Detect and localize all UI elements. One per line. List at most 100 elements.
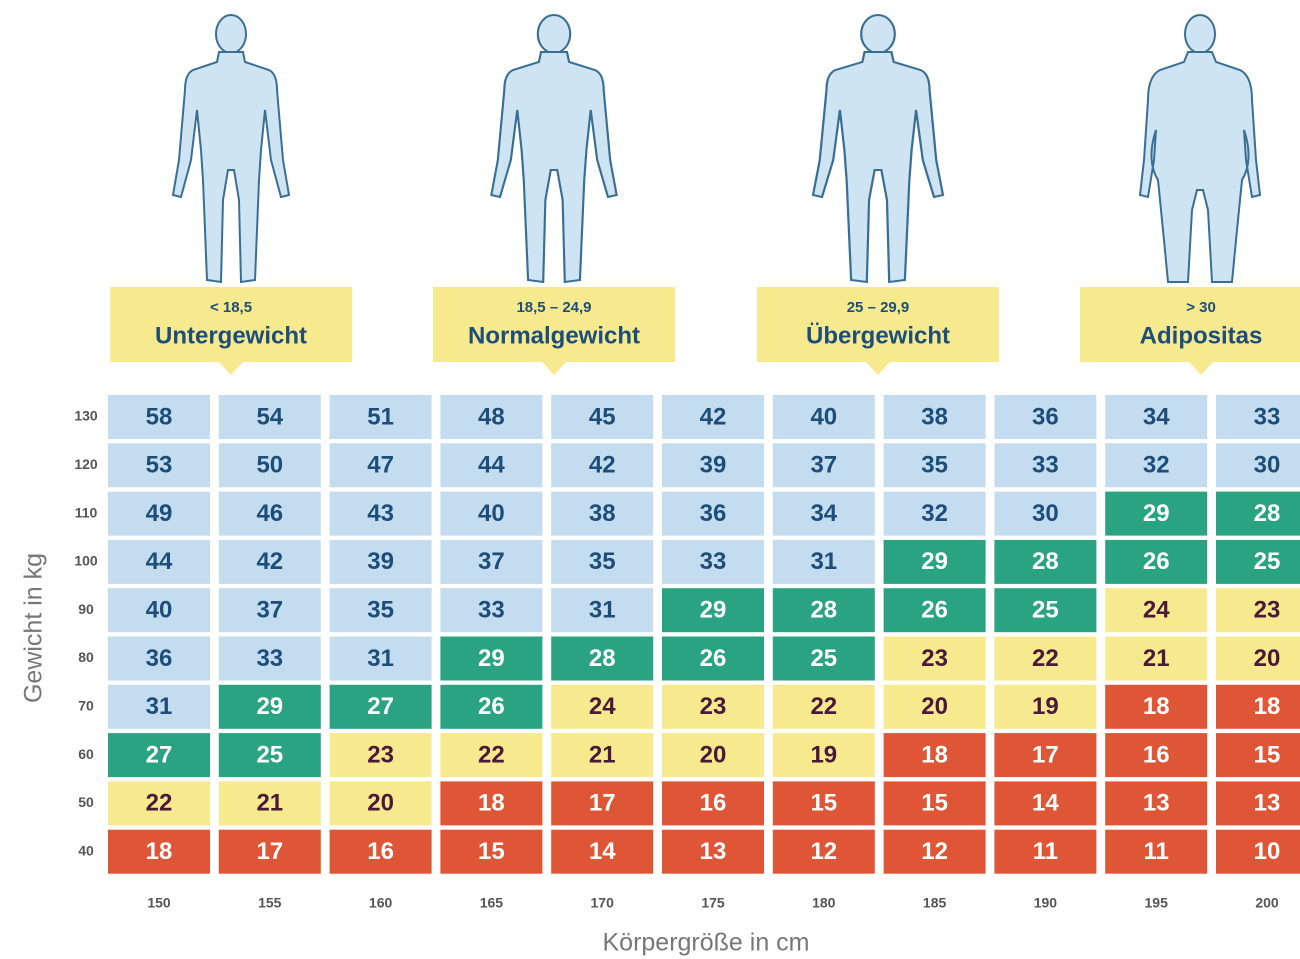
- cell-value: 31: [810, 548, 837, 575]
- cell: [329, 395, 432, 439]
- cell: [218, 636, 321, 681]
- cell-value: 17: [589, 790, 616, 817]
- cell: [108, 829, 210, 874]
- class-range: > 30: [1186, 299, 1216, 316]
- cell-value: 21: [589, 741, 616, 768]
- cell-value: 32: [1143, 452, 1170, 479]
- cell-value: 42: [700, 403, 727, 430]
- cell: [551, 395, 654, 439]
- cell-value: 23: [1254, 597, 1281, 624]
- column-label: 150: [147, 895, 171, 911]
- cell: [440, 829, 543, 874]
- cell-value: 33: [1254, 403, 1281, 430]
- cell-value: 21: [256, 790, 283, 817]
- cell: [108, 539, 210, 584]
- row-label: 60: [78, 746, 94, 762]
- cell: [1216, 539, 1300, 584]
- cell: [1105, 443, 1208, 488]
- y-axis-title: Gewicht in kg: [20, 553, 48, 703]
- class-label: Übergewicht: [806, 322, 950, 349]
- cell: [662, 395, 764, 439]
- cell: [994, 829, 1097, 874]
- cell-value: 44: [146, 548, 173, 575]
- cell: [994, 539, 1097, 584]
- cell: [108, 684, 210, 729]
- cell-value: 36: [146, 645, 173, 672]
- cell-value: 17: [256, 838, 283, 865]
- cell-value: 38: [589, 500, 616, 527]
- cell-value: 30: [1254, 452, 1281, 479]
- cell-value: 39: [700, 452, 727, 479]
- cell-value: 11: [1144, 838, 1169, 865]
- cell: [108, 781, 210, 826]
- cell: [662, 733, 764, 778]
- cell-value: 26: [1143, 548, 1170, 575]
- cell: [994, 684, 1097, 729]
- cell: [551, 443, 654, 488]
- cell: [662, 636, 764, 681]
- cell-value: 46: [256, 500, 283, 527]
- cell-value: 37: [478, 548, 505, 575]
- cell: [1216, 733, 1300, 778]
- column-label: 170: [591, 895, 615, 911]
- cell-value: 18: [921, 741, 948, 768]
- cell: [329, 539, 432, 584]
- cell: [440, 781, 543, 826]
- cell: [883, 781, 986, 826]
- cell-value: 22: [810, 693, 837, 720]
- cell: [108, 395, 210, 439]
- cell: [108, 636, 210, 681]
- cell-value: 33: [256, 645, 283, 672]
- cell: [772, 588, 875, 633]
- cell-value: 21: [1143, 645, 1170, 672]
- cell-value: 37: [810, 452, 837, 479]
- column-label: 185: [923, 895, 947, 911]
- cell-value: 26: [700, 645, 727, 672]
- cell-value: 26: [921, 597, 948, 624]
- cell-value: 35: [921, 452, 948, 479]
- cell-value: 15: [810, 790, 837, 817]
- cell: [218, 829, 321, 874]
- cell-value: 20: [700, 741, 727, 768]
- cell-value: 29: [256, 693, 283, 720]
- cell: [218, 395, 321, 439]
- cell-value: 15: [921, 790, 948, 817]
- cell-value: 27: [146, 741, 173, 768]
- cell-value: 53: [146, 452, 173, 479]
- cell: [883, 733, 986, 778]
- cell-value: 10: [1254, 838, 1281, 865]
- cell: [772, 443, 875, 488]
- row-label: 70: [78, 698, 94, 714]
- cell: [994, 733, 1097, 778]
- cell: [883, 539, 986, 584]
- cell: [1216, 636, 1300, 681]
- column-label: 180: [812, 895, 836, 911]
- cell: [1216, 781, 1300, 826]
- cell: [1105, 781, 1208, 826]
- cell-value: 30: [1032, 500, 1059, 527]
- cell: [551, 588, 654, 633]
- cell-value: 42: [589, 452, 616, 479]
- cell: [329, 636, 432, 681]
- row-label: 100: [74, 553, 98, 569]
- cell-value: 50: [256, 452, 283, 479]
- cell: [440, 588, 543, 633]
- cell: [329, 781, 432, 826]
- cell: [551, 491, 654, 536]
- cell: [883, 684, 986, 729]
- cell: [108, 491, 210, 536]
- cell-value: 42: [256, 548, 283, 575]
- cell: [1105, 684, 1208, 729]
- cell-value: 31: [589, 597, 616, 624]
- cell: [1216, 829, 1300, 874]
- cell: [218, 781, 321, 826]
- cell-value: 24: [589, 693, 616, 720]
- cell-value: 36: [1032, 403, 1059, 430]
- cell: [772, 395, 875, 439]
- cell-value: 35: [589, 548, 616, 575]
- cell: [1105, 539, 1208, 584]
- cell-value: 18: [1143, 693, 1170, 720]
- cell: [218, 684, 321, 729]
- cell: [1105, 491, 1208, 536]
